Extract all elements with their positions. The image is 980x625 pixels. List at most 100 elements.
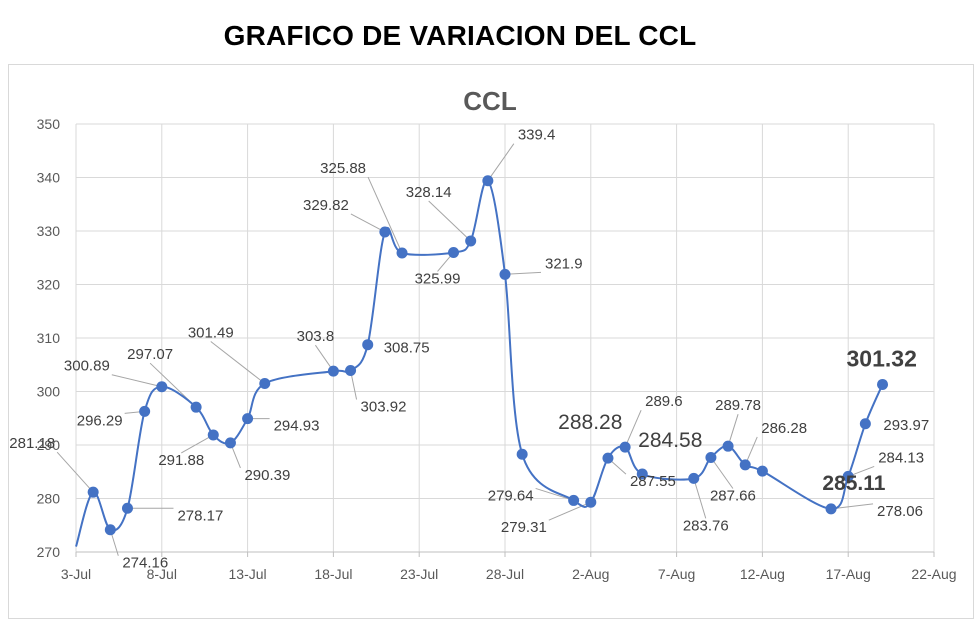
label-leader-line <box>535 487 574 501</box>
data-label: 339.4 <box>518 127 556 144</box>
x-tick-label: 17-Aug <box>826 566 871 582</box>
x-tick-label: 18-Jul <box>314 566 352 582</box>
data-point <box>242 413 254 425</box>
data-point <box>705 452 717 464</box>
data-point <box>568 494 580 506</box>
data-label: 303.92 <box>361 399 407 416</box>
x-tick-label: 22-Aug <box>911 566 956 582</box>
data-label: 287.66 <box>710 488 756 505</box>
data-point <box>139 405 151 417</box>
data-point <box>465 235 477 247</box>
data-label: 301.49 <box>188 325 234 342</box>
data-point <box>739 459 751 471</box>
y-tick-label: 310 <box>37 330 61 346</box>
data-point <box>499 268 511 280</box>
label-leader-line <box>210 341 266 384</box>
label-leader-line <box>548 501 591 521</box>
label-leader-line <box>428 200 472 242</box>
data-label: 294.93 <box>274 418 320 435</box>
data-label: 290.39 <box>244 467 290 484</box>
data-point <box>104 524 116 536</box>
label-leader-line <box>56 451 94 493</box>
data-label: 303.8 <box>297 328 335 345</box>
x-tick-label: 2-Aug <box>572 566 609 582</box>
label-leader-line <box>487 143 515 181</box>
data-label: 283.76 <box>683 517 729 534</box>
data-point <box>756 465 768 477</box>
x-tick-label: 23-Jul <box>400 566 438 582</box>
data-point <box>842 470 854 482</box>
y-tick-label: 270 <box>37 544 61 560</box>
data-point <box>585 496 597 508</box>
data-label: 321.9 <box>545 255 583 272</box>
data-label: 308.75 <box>384 340 430 357</box>
data-point <box>877 378 889 390</box>
data-label: 286.28 <box>761 420 807 437</box>
data-point <box>362 339 374 351</box>
data-label: 329.82 <box>303 197 349 214</box>
y-tick-label: 320 <box>37 277 61 293</box>
data-point <box>619 441 631 453</box>
y-tick-label: 350 <box>37 116 61 132</box>
data-label: 278.17 <box>177 507 223 524</box>
label-leader-line <box>727 414 739 447</box>
data-label: 293.97 <box>883 417 929 434</box>
data-point <box>722 440 734 452</box>
data-point <box>825 503 837 515</box>
data-label: 279.31 <box>501 519 547 536</box>
label-leader-line <box>624 409 642 448</box>
data-point <box>688 472 700 484</box>
data-point <box>379 226 391 238</box>
data-point <box>516 448 528 460</box>
data-label: 289.6 <box>645 393 683 410</box>
data-point <box>327 365 339 377</box>
y-tick-label: 340 <box>37 170 61 186</box>
chart-frame <box>8 64 974 619</box>
y-tick-label: 280 <box>37 491 61 507</box>
data-label: 287.55 <box>630 473 676 490</box>
x-tick-label: 8-Jul <box>147 566 177 582</box>
data-label: 279.64 <box>488 487 534 504</box>
data-label: 300.89 <box>64 358 110 375</box>
data-label: 278.06 <box>877 503 923 520</box>
y-tick-label: 300 <box>37 384 61 400</box>
data-point <box>396 247 408 259</box>
x-tick-label: 28-Jul <box>486 566 524 582</box>
label-leader-line <box>111 374 162 388</box>
data-label: 291.88 <box>158 452 204 469</box>
label-leader-line <box>504 271 542 275</box>
data-point <box>190 401 202 413</box>
data-label: 289.78 <box>715 397 761 414</box>
x-tick-label: 12-Aug <box>740 566 785 582</box>
data-label: 297.07 <box>127 346 173 363</box>
x-tick-label: 7-Aug <box>658 566 695 582</box>
data-point <box>156 381 168 393</box>
data-point <box>859 418 871 430</box>
data-point <box>121 502 133 514</box>
data-label: 284.13 <box>878 449 924 466</box>
data-label: 301.32 <box>847 345 917 371</box>
label-leader-line <box>710 457 734 489</box>
y-tick-label: 290 <box>37 437 61 453</box>
label-leader-line <box>367 176 403 254</box>
data-point <box>636 468 648 480</box>
data-label: 285.11 <box>822 472 885 495</box>
data-label: 288.28 <box>558 411 622 434</box>
page-title: GRAFICO DE VARIACION DEL CCL <box>223 20 697 51</box>
series-line <box>75 179 884 547</box>
data-point <box>345 365 357 377</box>
label-leader-line <box>350 213 386 233</box>
data-label: 281.18 <box>9 435 55 452</box>
data-label: 325.88 <box>320 160 366 177</box>
data-point <box>207 429 219 441</box>
data-label: 296.29 <box>77 412 123 429</box>
data-label: 284.58 <box>638 429 702 452</box>
data-label: 274.16 <box>122 555 168 572</box>
data-label: 328.14 <box>406 184 452 201</box>
data-point <box>602 452 614 464</box>
data-label: 325.99 <box>415 270 461 287</box>
x-tick-label: 13-Jul <box>229 566 267 582</box>
data-point <box>448 246 460 258</box>
y-tick-label: 330 <box>37 223 61 239</box>
